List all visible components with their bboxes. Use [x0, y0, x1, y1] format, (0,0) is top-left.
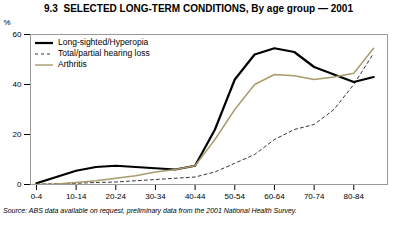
html-text:Source: ABS data available on: Source: ABS data available on request, p…: [3, 207, 297, 214]
svg-text:40-44: 40-44: [185, 192, 206, 201]
svg-text:0-4: 0-4: [31, 192, 43, 201]
svg-text:60: 60: [13, 30, 22, 39]
svg-text:50-54: 50-54: [225, 192, 246, 201]
svg-text:20-24: 20-24: [106, 192, 127, 201]
svg-text:0: 0: [17, 180, 22, 189]
svg-text:30-34: 30-34: [145, 192, 166, 201]
svg-text:70-74: 70-74: [304, 192, 325, 201]
html-text:Arthritis: Arthritis: [58, 59, 87, 69]
svg-text:10-14: 10-14: [66, 192, 87, 201]
html-text:Long-sighted/Hyperopia: Long-sighted/Hyperopia: [58, 37, 149, 47]
svg-text:20: 20: [13, 130, 22, 139]
svg-text:60-64: 60-64: [264, 192, 285, 201]
html-text:9.3 SELECTED LONG-TERM CONDITI: 9.3 SELECTED LONG-TERM CONDITIONS, By ag…: [44, 3, 353, 14]
svg-text:40: 40: [13, 80, 22, 89]
html-text:Total/partial hearing loss: Total/partial hearing loss: [58, 48, 150, 58]
svg-text:80-84: 80-84: [344, 192, 365, 201]
svg-text:%: %: [4, 18, 11, 27]
